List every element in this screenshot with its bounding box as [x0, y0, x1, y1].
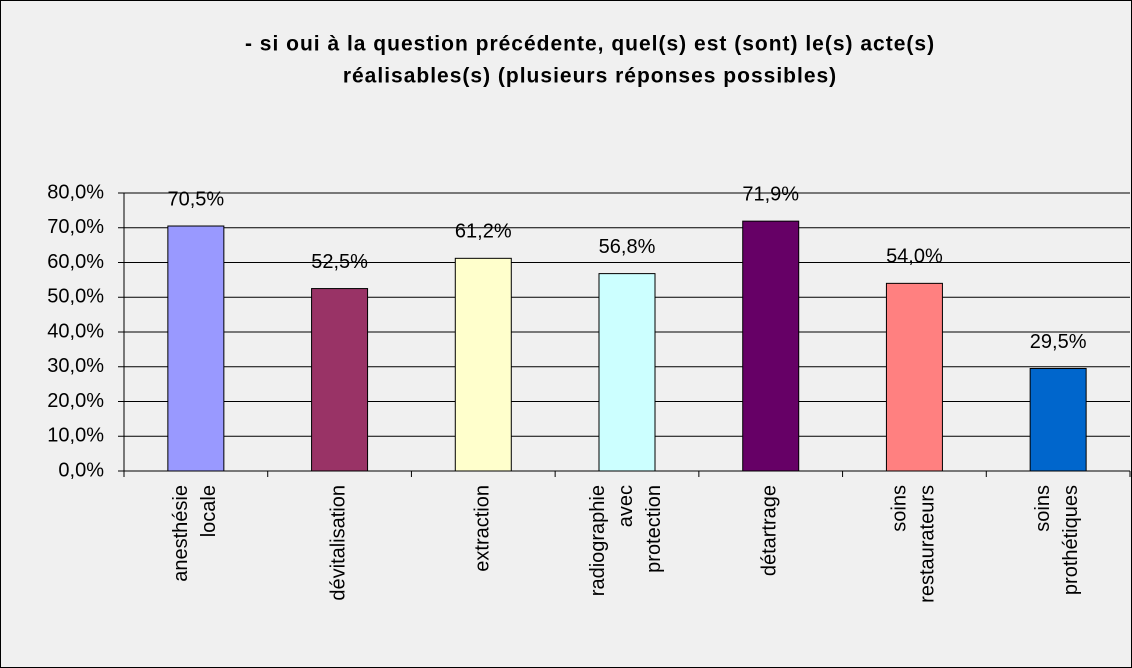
- data-label: 52,5%: [311, 251, 368, 273]
- y-tick-label: 50,0%: [47, 286, 104, 308]
- bar: [598, 273, 656, 472]
- data-label: 70,5%: [167, 188, 224, 210]
- y-tick-label: 0,0%: [58, 459, 104, 481]
- data-label: 61,2%: [455, 221, 512, 243]
- bar: [1029, 367, 1087, 472]
- bar: [742, 220, 800, 472]
- y-tick-label: 70,0%: [47, 216, 104, 238]
- data-label: 29,5%: [1030, 331, 1087, 353]
- y-tick-label: 60,0%: [47, 251, 104, 273]
- y-tick-label: 80,0%: [47, 181, 104, 203]
- x-tick-label: extraction: [472, 485, 494, 572]
- bar: [454, 257, 512, 472]
- bar: [311, 288, 369, 472]
- bar: [885, 282, 943, 472]
- data-label: 54,0%: [886, 246, 943, 268]
- x-tick-label: soins restaurateurs: [889, 485, 939, 603]
- x-tick-label: détartrage: [759, 485, 781, 576]
- y-tick-label: 10,0%: [47, 425, 104, 447]
- x-tick-label: radiographie avec protection: [587, 485, 665, 596]
- data-label: 71,9%: [742, 183, 799, 205]
- y-tick-label: 30,0%: [47, 355, 104, 377]
- y-tick-label: 40,0%: [47, 320, 104, 342]
- bar: [167, 225, 225, 472]
- data-label: 56,8%: [599, 236, 656, 258]
- y-tick-label: 20,0%: [47, 390, 104, 412]
- chart-title: - si oui à la question précédente, quel(…: [245, 33, 935, 56]
- x-tick-label: soins prothétiques: [1032, 485, 1082, 595]
- chart-title: réalisables(s) (plusieurs réponses possi…: [343, 65, 837, 88]
- x-tick-label: dévitalisation: [328, 485, 350, 601]
- x-tick-label: anesthésie locale: [170, 485, 220, 582]
